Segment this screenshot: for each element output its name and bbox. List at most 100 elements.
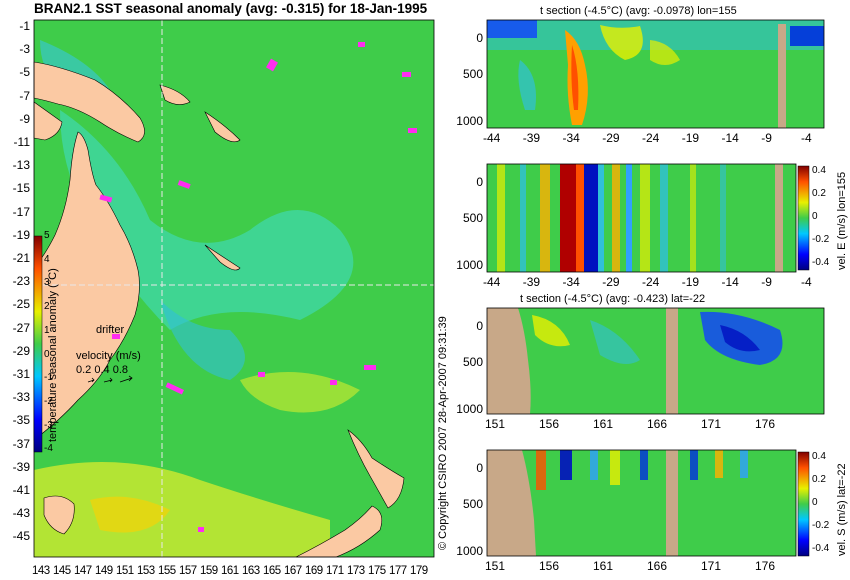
lon-tick-label: 163 — [242, 565, 260, 577]
panel-3-x-tick-label: 151 — [485, 417, 506, 431]
panel-2-y-tick-label: 0 — [476, 175, 483, 189]
panel-1-x-tick-label: -19 — [681, 131, 700, 145]
panel-2-x-tick-label: -29 — [602, 275, 620, 289]
warm-patch — [90, 496, 170, 533]
drifter-marker — [402, 72, 411, 77]
lat-tick-label: -39 — [12, 459, 30, 474]
lat-tick-label: -19 — [12, 227, 30, 242]
panel-1-heatmap — [486, 19, 825, 129]
map-colorbar-tick-label: 5 — [44, 230, 50, 241]
lat-tick-label: -5 — [19, 65, 30, 80]
drifter-marker — [177, 180, 191, 189]
panel-2-x-tick-label: -4 — [801, 275, 812, 289]
cool-patch — [160, 300, 245, 380]
panel-1-x-tick-label: -44 — [483, 131, 501, 145]
panel-3-x-tick-label: 161 — [593, 417, 614, 431]
panel-4-colorbar-tick-label: 0.2 — [812, 474, 826, 485]
panel-1-x-tick-label: -29 — [602, 131, 620, 145]
panel-1-x-tick-label: -14 — [721, 131, 739, 145]
lat-tick-label: -13 — [12, 158, 30, 173]
panel-2-colorbar-tick-label: -0.4 — [812, 257, 830, 268]
panel-4-colorbar — [797, 451, 810, 557]
sst-map — [33, 19, 435, 558]
panel-4-heatmap — [486, 449, 797, 557]
lon-tick-label: 151 — [116, 565, 134, 577]
new-caledonia-land — [204, 244, 241, 271]
velocity-scale-values: 0.2 0.4 0.8 — [76, 364, 128, 376]
map-colorbar-tick-label: 1 — [44, 324, 50, 336]
map-title: BRAN2.1 SST seasonal anomaly (avg: -0.31… — [34, 1, 428, 16]
lat-tick-label: -15 — [12, 181, 30, 196]
panel-4-colorbar-label: vel. S (m/s) lat=-22 — [836, 463, 848, 556]
panel-2-x-tick-label: -24 — [642, 275, 660, 289]
panel-2-heatmap — [486, 163, 797, 273]
tasmania-land — [43, 495, 75, 535]
lat-tick-label: -11 — [13, 135, 30, 149]
lon-tick-label: 179 — [410, 565, 428, 577]
lon-tick-label: 147 — [74, 565, 92, 577]
lat-tick-label: -31 — [12, 367, 30, 381]
nz-north-island-land — [347, 429, 405, 509]
lat-tick-label: -9 — [19, 111, 30, 126]
map-colorbar-tick-label: 2 — [44, 301, 50, 313]
lat-tick-label: -7 — [19, 88, 30, 103]
panel-2-x-tick-label: -9 — [761, 275, 772, 289]
panel-1-y-tick-label: 0 — [476, 31, 483, 45]
lon-tick-label: 175 — [368, 565, 386, 577]
panel-4-x-tick-label: 171 — [701, 559, 722, 573]
panel-4-colorbar-tick-label: -0.2 — [812, 520, 830, 531]
australia-land — [33, 131, 140, 441]
panel-1-y-tick-label: 500 — [462, 67, 483, 81]
panel-3-title: t section (-4.5°C) (avg: -0.423) lat=-22 — [520, 293, 706, 305]
lat-tick-label: -45 — [12, 529, 30, 544]
map-colorbar — [33, 235, 43, 453]
panel-2-colorbar-tick-label: 0.4 — [812, 165, 826, 176]
warm-patch — [34, 462, 330, 557]
panel-3-y-tick-label: 0 — [476, 319, 483, 333]
map-colorbar-tick-label: 4 — [44, 253, 50, 265]
lon-tick-label: 165 — [263, 565, 281, 577]
lat-tick-label: -17 — [12, 204, 30, 219]
panel-2-colorbar-label: vel. E (m/s) lon=155 — [836, 171, 848, 270]
drifter-label: drifter — [96, 324, 125, 336]
velocity-label: velocity (m/s) — [76, 350, 141, 362]
lat-tick-label: -27 — [12, 320, 30, 335]
lon-tick-label: 155 — [158, 565, 176, 577]
panel-2-colorbar-tick-label: 0 — [812, 211, 818, 222]
map-colorbar-tick-label: -1 — [44, 372, 53, 384]
lat-tick-label: -43 — [12, 506, 30, 521]
drifter-marker — [364, 365, 376, 370]
panel-4-x-tick-label: 156 — [539, 559, 560, 573]
panel-1-y-tick-label: 1000 — [456, 114, 483, 128]
lon-tick-label: 159 — [200, 565, 218, 577]
panel-4-y-tick-label: 0 — [476, 461, 483, 475]
drifter-marker — [112, 334, 120, 339]
map-colorbar-label: temperature seasonal anomaly (°C) — [47, 268, 59, 442]
lon-tick-label: 177 — [389, 565, 407, 577]
copyright-text: © Copyright CSIRO 2007 28-Apr-2007 09:31… — [437, 316, 449, 550]
panel-4-y-tick-label: 1000 — [456, 544, 483, 558]
map-colorbar-tick-label: 0 — [44, 348, 50, 360]
lon-tick-label: 145 — [53, 565, 71, 577]
panel-1-x-tick-label: -9 — [761, 131, 772, 145]
map-colorbar-tick-label: -3 — [44, 419, 53, 431]
panel-1-title: t section (-4.5°C) (avg: -0.0978) lon=15… — [540, 5, 737, 17]
map-colorbar-tick-label: 3 — [44, 277, 50, 289]
panel-2-colorbar — [797, 165, 810, 271]
lat-tick-label: -1 — [19, 19, 30, 33]
lon-tick-label: 149 — [95, 565, 113, 577]
panel-4-y-tick-label: 500 — [462, 497, 483, 511]
panel-4-x-tick-label: 161 — [593, 559, 614, 573]
panel-1-x-tick-label: -24 — [642, 131, 660, 145]
panel-2-x-tick-label: -44 — [483, 275, 501, 289]
panel-2-colorbar-tick-label: 0.2 — [812, 188, 826, 199]
lon-tick-label: 173 — [347, 565, 365, 577]
panel-3-y-tick-label: 1000 — [456, 402, 483, 416]
drifter-markers — [99, 42, 417, 532]
new-britain-land — [159, 84, 191, 105]
panel-2-colorbar-tick-label: -0.2 — [812, 234, 830, 245]
panel-2-y-tick-label: 500 — [462, 211, 483, 225]
lon-tick-label: 143 — [32, 565, 50, 577]
lon-tick-label: 153 — [137, 565, 155, 577]
